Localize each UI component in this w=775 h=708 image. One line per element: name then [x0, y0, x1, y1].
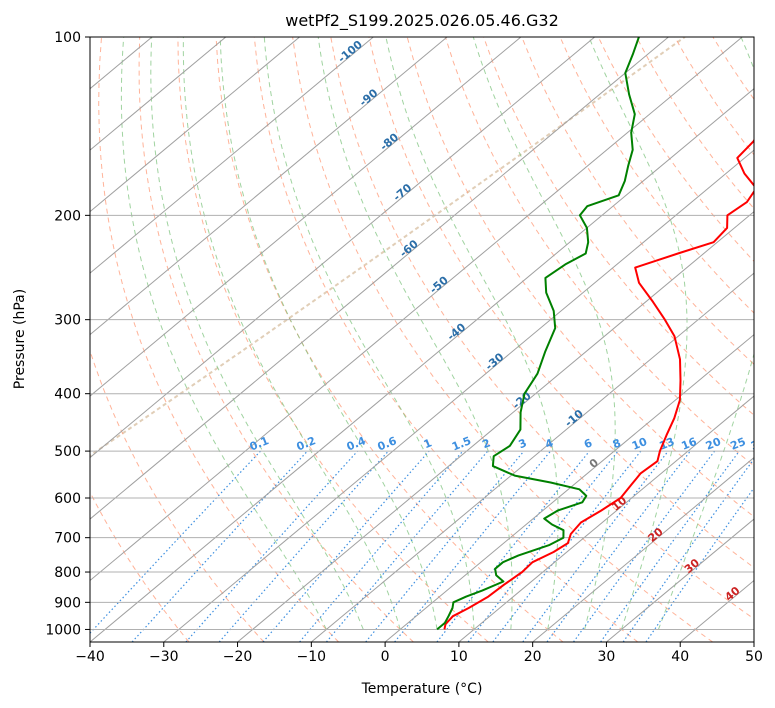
plot-background [90, 37, 754, 642]
moist-adiabats-layer [120, 37, 754, 630]
dry-adiabat-line [368, 37, 754, 569]
dry-adiabat-line [330, 37, 754, 620]
mixing-ratio-line [394, 450, 552, 642]
isotherm-line [90, 37, 595, 459]
mixing-ratio-label: 3 [517, 436, 529, 451]
x-axis-label: Temperature (°C) [361, 681, 483, 697]
moist-adiabat-line [182, 37, 401, 630]
moist-adiabat-line [472, 37, 616, 630]
mixing-ratio-line [185, 450, 358, 642]
x-tick-label: −40 [75, 649, 105, 665]
y-tick-label: 600 [54, 491, 81, 507]
isotherm-line [163, 149, 754, 642]
isotherm-line [606, 518, 754, 642]
mixing-ratio-line [90, 450, 261, 635]
mixing-ratio-label: 36 [770, 435, 775, 453]
isotherm-line [384, 333, 754, 642]
isotherm-line [90, 37, 669, 520]
y-tick-label: 900 [54, 595, 81, 611]
isotherm-line [90, 88, 754, 642]
dewpoint-line [436, 37, 640, 631]
x-tick-label: −20 [223, 649, 253, 665]
mixing-ratio-line [622, 458, 754, 642]
moist-adiabat-line [317, 37, 513, 630]
plot-frame [89, 36, 755, 643]
series-layer [436, 37, 754, 631]
mixing-ratio-line [546, 450, 691, 642]
mixing-ratio-label: 8 [611, 436, 623, 451]
x-tick-label: 30 [598, 649, 616, 665]
chart-title: wetPf2_S199.2025.026.05.46.G32 [285, 11, 559, 31]
x-tick-label: 10 [450, 649, 468, 665]
y-tick-label: 500 [54, 444, 81, 460]
moist-adiabat-line [657, 37, 754, 630]
y-tick-label: 100 [54, 30, 81, 46]
y-axis-ticks: 100 200 300 400 500 600 700 800 900 1000 [45, 30, 90, 638]
extra-curves-layer [90, 37, 686, 457]
temperature-line [443, 138, 754, 630]
y-tick-label: 1000 [45, 622, 81, 638]
x-tick-label: −30 [149, 649, 179, 665]
mixing-ratio-layer [90, 450, 754, 642]
dry-adiabat-line [177, 37, 489, 642]
isotherm-line [90, 37, 743, 582]
dry-adiabat-line [559, 37, 754, 314]
y-tick-label: 800 [54, 565, 81, 581]
mixing-ratio-line [573, 450, 716, 642]
mixing-ratio-label: 10 [630, 435, 649, 453]
mixing-ratio-line [600, 450, 740, 642]
mixing-ratio-label: 25 [729, 435, 748, 453]
mixing-ratio-line [522, 450, 669, 642]
x-tick-label: 0 [381, 649, 390, 665]
mixing-ratio-line [645, 486, 754, 642]
mixing-ratio-line [436, 450, 590, 642]
isotherm-line [90, 37, 374, 274]
x-tick-label: 50 [745, 649, 763, 665]
moist-adiabat-line [263, 37, 475, 630]
mixing-ratio-line [218, 450, 389, 642]
isotherm-line [90, 37, 227, 151]
mixing-ratio-label: 2 [480, 436, 492, 451]
y-tick-label: 300 [54, 313, 81, 329]
x-tick-label: 40 [671, 649, 689, 665]
moist-adiabat-line [120, 37, 327, 630]
mixing-ratio-label: 1 [422, 436, 434, 451]
dry-adiabat-line [215, 37, 564, 642]
isotherm-line [458, 395, 754, 642]
y-axis-label: Pressure (hPa) [12, 289, 28, 389]
moist-adiabat-line [150, 37, 364, 630]
moist-adiabat-line [385, 37, 559, 630]
x-axis-ticks: −40 −30 −20 −10 0 10 20 30 40 50 [75, 642, 763, 665]
isotherm-line [90, 37, 448, 336]
moist-adiabat-line [219, 37, 438, 630]
pressure-gridlines-layer [90, 37, 754, 630]
y-tick-label: 700 [54, 531, 81, 547]
dry-adiabat-line [253, 37, 639, 642]
x-tick-label: 20 [524, 649, 542, 665]
dry-adiabat-line [90, 349, 265, 642]
isotherm-line [237, 210, 754, 642]
y-tick-label: 400 [54, 387, 81, 403]
isotherm-line [90, 37, 300, 213]
isotherm-line [753, 641, 754, 642]
mixing-ratio-label: 16 [679, 435, 698, 453]
y-tick-label: 200 [54, 208, 81, 224]
mixing-ratio-label: 20 [704, 435, 723, 453]
x-tick-label: −10 [297, 649, 327, 665]
isotherm-line [90, 37, 522, 397]
extra-dashed-curve [90, 37, 686, 457]
mixing-ratio-line [365, 450, 525, 642]
isotherm-line [532, 456, 754, 642]
mixing-ratio-label: 30 [749, 435, 768, 453]
dry-adiabat-line [98, 37, 339, 642]
mixing-ratio-line [325, 450, 489, 642]
